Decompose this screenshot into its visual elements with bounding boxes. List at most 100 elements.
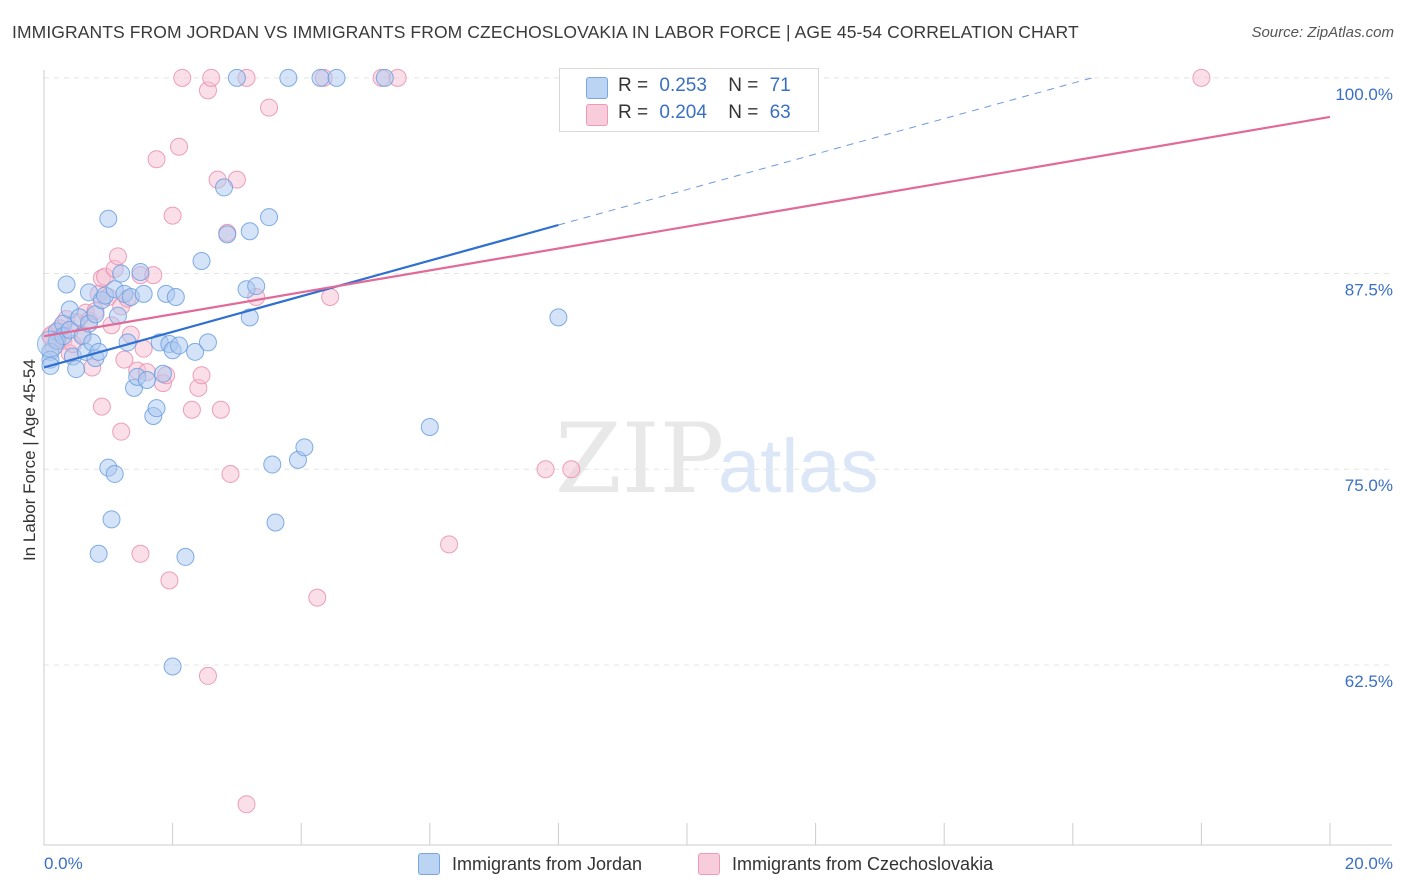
jordan-point-57: [266, 513, 285, 532]
jordan-point-56: [263, 455, 282, 474]
czechoslovakia-point-46: [260, 98, 279, 117]
legend-r-label: R =: [618, 102, 649, 123]
jordan-point-7: [57, 275, 76, 294]
jordan-point-62: [327, 68, 346, 87]
jordan-point-47: [198, 333, 217, 352]
legend-r-value-jordan: 0.253: [659, 75, 707, 96]
jordan-point-64: [420, 417, 439, 436]
legend-swatch-czechoslovakia: [586, 104, 608, 126]
watermark-atlas: atlas: [718, 424, 879, 509]
watermark-zip: ZIP: [555, 403, 724, 515]
jordan-point-44: [176, 547, 195, 566]
jordan-point-38: [153, 364, 172, 383]
czechoslovakia-point-26: [134, 339, 153, 358]
jordan-cluster-point: [36, 330, 64, 358]
legend-n-value-jordan: 71: [769, 75, 791, 96]
x-tick-label-max: 20.0%: [1345, 854, 1393, 873]
jordan-point-68: [102, 510, 121, 529]
bottom-legend-label-jordan: Immigrants from Jordan: [452, 853, 643, 874]
czechoslovakia-point-48: [321, 288, 340, 307]
jordan-point-67: [105, 464, 124, 483]
x-tick-label-min: 0.0%: [44, 854, 83, 873]
czechoslovakia-point-61: [221, 464, 240, 483]
bottom-legend-swatch-czechoslovakia: [698, 853, 720, 875]
czechoslovakia-point-19: [108, 247, 127, 266]
czechoslovakia-point-39: [202, 68, 221, 87]
czechoslovakia-point-59: [92, 397, 111, 416]
bottom-legend-label-czechoslovakia: Immigrants from Czechoslovakia: [732, 853, 994, 874]
jordan-point-48: [215, 178, 234, 197]
czechoslovakia-point-37: [192, 366, 211, 385]
czechoslovakia-point-54: [131, 544, 150, 563]
jordan-point-11: [67, 360, 86, 379]
czechoslovakia-point-29: [147, 150, 166, 169]
czechoslovakia-point-34: [173, 68, 192, 87]
bottom-legend-jordan: Immigrants from Jordan: [418, 851, 642, 877]
y-tick-label-3: 100.0%: [1335, 85, 1393, 104]
legend-swatch-jordan: [586, 77, 608, 99]
czechoslovakia-point-41: [211, 400, 230, 419]
jordan-point-43: [170, 336, 189, 355]
jordan-point-69: [89, 544, 108, 563]
trend-lines: [43, 77, 1331, 369]
jordan-point-32: [131, 262, 150, 281]
legend-n-label: N =: [728, 75, 759, 96]
czechoslovakia-point-52: [562, 460, 581, 479]
jordan-point-54: [247, 277, 266, 296]
jordan-point-53: [240, 222, 259, 241]
czechoslovakia-point-62: [1192, 68, 1211, 87]
czechoslovakia-point-51: [536, 460, 555, 479]
jordan-point-23: [99, 209, 118, 228]
jordan-point-42: [166, 288, 185, 307]
jordan-point-49: [218, 225, 237, 244]
legend-r-value-czechoslovakia: 0.204: [659, 102, 707, 123]
czechoslovakia-point-35: [182, 400, 201, 419]
jordan-point-46: [192, 252, 211, 271]
jordan-point-70: [163, 657, 182, 676]
jordan-point-52: [240, 308, 259, 327]
jordan-point-50: [227, 68, 246, 87]
tick-labels: 62.5% 75.0% 87.5% 100.0% 0.0% 20.0%: [44, 85, 1393, 873]
czechoslovakia-point-53: [440, 535, 459, 554]
legend-r-label: R =: [618, 75, 649, 96]
legend: R = 0.253 N = 71 R = 0.204 N = 63: [559, 68, 819, 132]
jordan-trend-extension: [558, 77, 1093, 226]
jordan-points: [36, 68, 568, 676]
bottom-legend-swatch-jordan: [418, 853, 440, 875]
y-tick-label-2: 87.5%: [1345, 281, 1393, 300]
jordan-point-34: [137, 371, 156, 389]
legend-n-label: N =: [728, 102, 759, 123]
y-tick-label-0: 62.5%: [1345, 672, 1393, 691]
jordan-point-61: [311, 68, 330, 87]
jordan-point-65: [549, 308, 568, 327]
czechoslovakia-point-57: [198, 666, 217, 685]
czechoslovakia-point-60: [112, 422, 131, 441]
jordan-point-55: [260, 208, 279, 227]
jordan-point-36: [147, 399, 166, 418]
czechoslovakia-point-32: [163, 206, 182, 225]
legend-n-value-czechoslovakia: 63: [769, 102, 791, 123]
jordan-point-58: [279, 68, 298, 87]
czechoslovakia-point-56: [308, 588, 327, 607]
czechoslovakia-point-21: [115, 350, 134, 369]
czechoslovakia-point-33: [170, 137, 189, 156]
jordan-point-26: [112, 264, 131, 283]
czechoslovakia-point-58: [237, 795, 256, 814]
y-axis-label: In Labor Force | Age 45-54: [20, 359, 39, 561]
grid: [44, 77, 1392, 666]
legend-text-czechoslovakia: R = 0.204 N = 63: [618, 102, 791, 124]
jordan-point-63: [375, 68, 394, 87]
source-label: Source: ZipAtlas.com: [1251, 24, 1394, 41]
axes: [43, 70, 1392, 846]
chart-title: IMMIGRANTS FROM JORDAN VS IMMIGRANTS FRO…: [12, 22, 1079, 42]
jordan-trend-line: [43, 223, 559, 369]
jordan-point-45: [186, 342, 205, 361]
legend-text-jordan: R = 0.253 N = 71: [618, 75, 791, 97]
jordan-point-60: [295, 438, 314, 457]
czechoslovakia-point-55: [160, 571, 179, 590]
jordan-point-33: [134, 284, 153, 303]
bottom-legend-czechoslovakia: Immigrants from Czechoslovakia: [698, 851, 993, 877]
czechoslovakia-trend-line: [43, 115, 1331, 338]
y-tick-label-1: 75.0%: [1345, 476, 1393, 495]
